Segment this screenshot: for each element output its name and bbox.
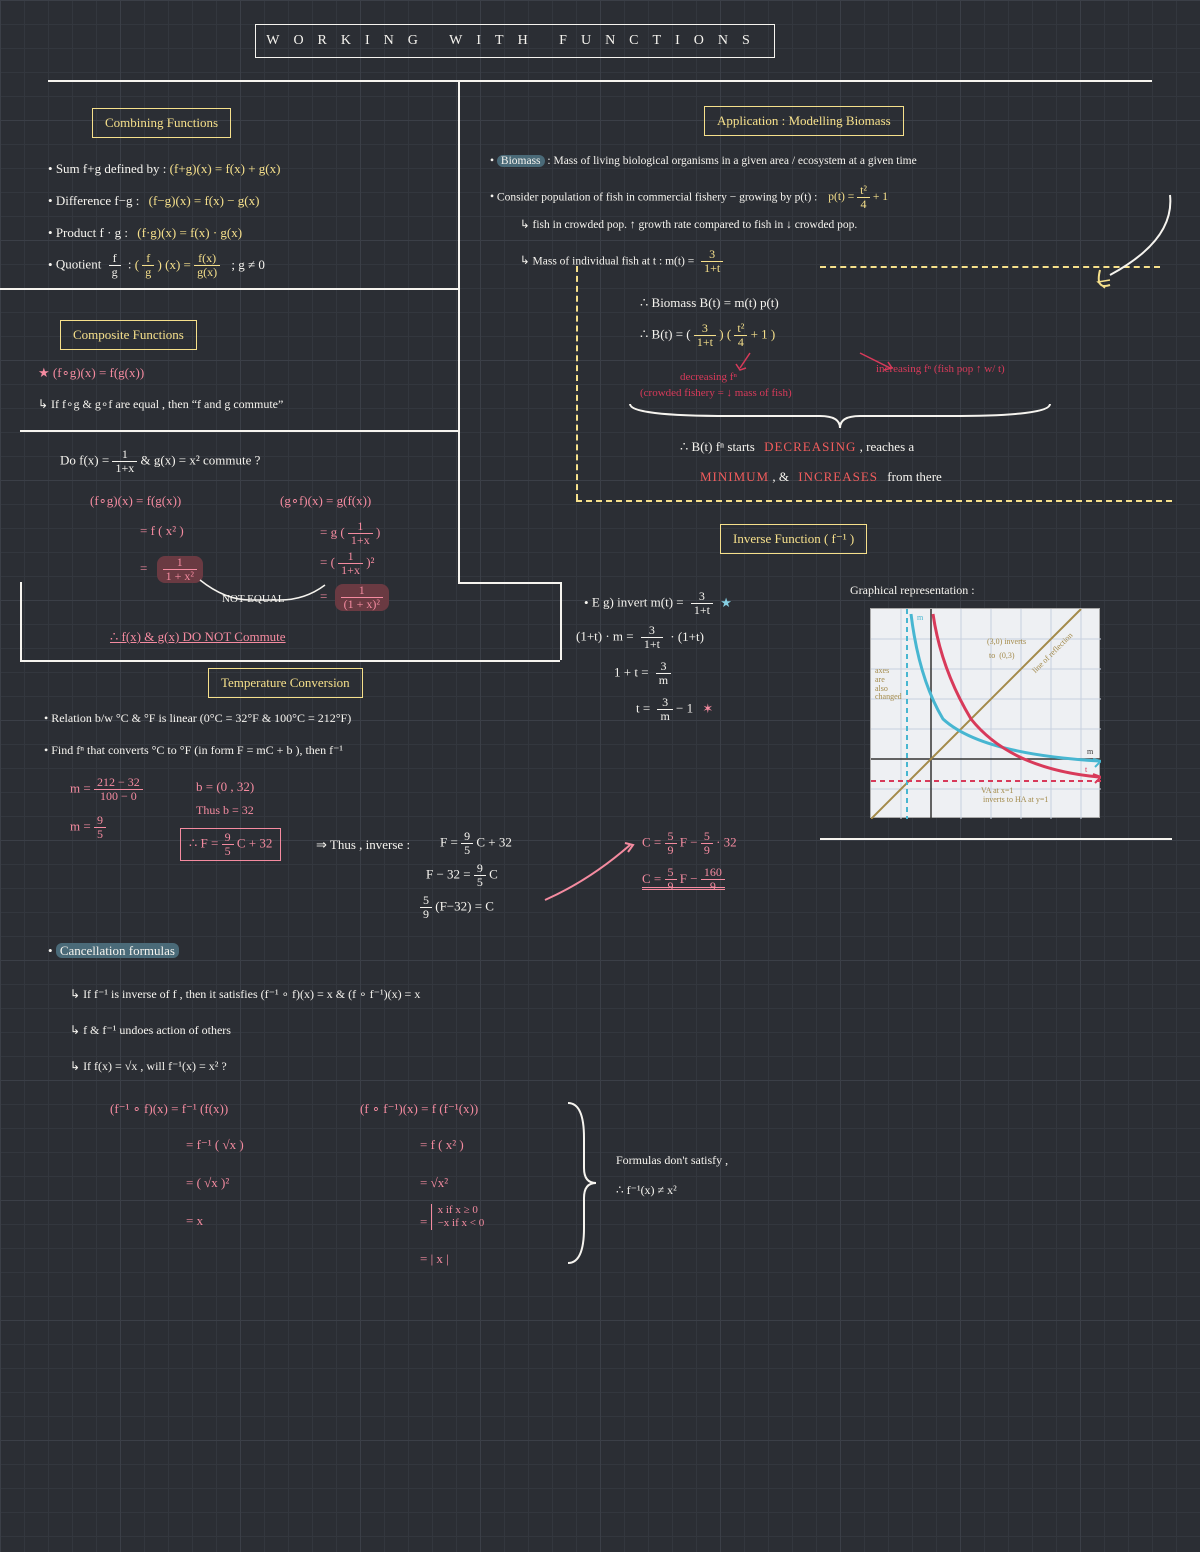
section-combining: Combining Functions xyxy=(92,108,231,138)
divider xyxy=(820,838,1172,840)
biomass-concl1: ∴ B(t) fⁿ starts DECREASING , reaches a xyxy=(680,436,914,458)
right-brace xyxy=(560,1098,600,1268)
cancel-note2: ∴ f⁻¹(x) ≠ x² xyxy=(616,1180,677,1200)
combining-diff: Difference f−g : (f−g)(x) = f(x) − g(x) xyxy=(48,190,259,212)
panel-line xyxy=(560,582,562,660)
step: = g ( 11+x ) xyxy=(320,520,380,547)
panel-line xyxy=(0,288,458,290)
gof: (g∘f)(x) = g(f(x)) xyxy=(280,490,371,512)
biomass-3: fish in crowded pop. ↑ growth rate compa… xyxy=(520,216,857,236)
cancel-s: = x xyxy=(186,1210,203,1232)
combining-sum: Sum f+g defined by : (f+g)(x) = f(x) + g… xyxy=(48,158,280,180)
panel-line xyxy=(20,430,458,432)
biomass-concl2: MINIMUM , & INCREASES from there xyxy=(700,466,942,488)
biomass-eq1: ∴ Biomass B(t) = m(t) p(t) xyxy=(640,292,779,314)
step: = ( 11+x )² xyxy=(320,550,374,577)
cancel-piecewise: = x if x ≥ 0 −x if x < 0 xyxy=(420,1204,484,1230)
section-inverse: Inverse Function ( f⁻¹ ) xyxy=(720,524,867,554)
cancel-l3: If f(x) = √x , will f⁻¹(x) = x² ? xyxy=(70,1056,227,1076)
cancel-l1: If f⁻¹ is inverse of f , then it satisfi… xyxy=(70,984,420,1004)
temp-b1: b = (0 , 32) xyxy=(196,776,254,798)
temp-m1: m = 212 − 32100 − 0 xyxy=(70,776,143,803)
inv-s2: 1 + t = 3m xyxy=(614,660,671,687)
step: = 1(1 + x)² xyxy=(320,584,389,611)
biomass-2: Consider population of fish in commercia… xyxy=(490,184,1190,211)
dash xyxy=(820,266,1160,268)
section-temperature: Temperature Conversion xyxy=(208,668,363,698)
temp-b2: Thus b = 32 xyxy=(196,800,254,820)
fog: (f∘g)(x) = f(g(x)) xyxy=(90,490,181,512)
temp-l2: Find fⁿ that converts °C to °F (in form … xyxy=(44,740,343,760)
cancel-c2: (f ∘ f⁻¹)(x) = f (f⁻¹(x)) xyxy=(360,1098,478,1120)
step: = f ( x² ) xyxy=(140,520,184,542)
swoop-arrow xyxy=(540,840,640,910)
cancel-s: = f⁻¹ ( √x ) xyxy=(186,1134,244,1156)
temp-inv1: F = 95 C + 32 xyxy=(440,830,512,857)
commute-conclusion: ∴ f(x) & g(x) DO NOT Commute xyxy=(110,626,286,648)
biomass-inc: increasing fⁿ (fish pop ↑ w/ t) xyxy=(876,360,1005,379)
cancel-s: = √x² xyxy=(420,1172,448,1194)
cancel-s: = | x | xyxy=(420,1248,449,1270)
temp-c2: C = 59 F − 1609 xyxy=(642,866,725,893)
section-biomass: Application : Modelling Biomass xyxy=(704,106,904,136)
biomass-dec2: (crowded fishery = ↓ mass of fish) xyxy=(640,384,792,403)
inv-s3: t = 3m − 1 ✶ xyxy=(636,696,713,723)
dash xyxy=(576,500,1172,502)
cancel-note1: Formulas don't satisfy , xyxy=(616,1150,728,1170)
panel-line xyxy=(20,582,22,660)
section-cancellation: • Cancellation formulas xyxy=(48,940,179,962)
biomass-4: Mass of individual fish at t : m(t) = 31… xyxy=(520,248,723,275)
composite-commute: ↳ If f∘g & g∘f are equal , then “f and g… xyxy=(38,394,283,414)
temp-thus: ⇒ Thus , inverse : xyxy=(316,834,410,856)
inverse-graph: axes are also changed m t (3,0) inverts … xyxy=(870,608,1100,818)
panel-line xyxy=(458,80,460,582)
step: = 11 + x² xyxy=(140,556,203,583)
brace xyxy=(620,400,1060,434)
graph-label: Graphical representation : xyxy=(850,580,975,600)
composite-def: ★ (f∘g)(x) = f(g(x)) xyxy=(38,362,144,384)
cancel-l2: f & f⁻¹ undoes action of others xyxy=(70,1020,231,1040)
temp-m2: m = 95 xyxy=(70,814,106,841)
cancel-s: = ( √x )² xyxy=(186,1172,229,1194)
temp-c1: C = 59 F − 59 · 32 xyxy=(642,830,737,857)
combining-quot: Quotient f g : ( f g ) (x) = f(x) g(x) ;… xyxy=(48,252,265,279)
temp-l1: Relation b/w °C & °F is linear (0°C = 32… xyxy=(44,708,351,728)
combining-prod: Product f · g : (f·g)(x) = f(x) · g(x) xyxy=(48,222,242,244)
cancel-c1: (f⁻¹ ∘ f)(x) = f⁻¹ (f(x)) xyxy=(110,1098,228,1120)
cancel-s: = f ( x² ) xyxy=(420,1134,464,1156)
panel-line xyxy=(20,660,560,662)
biomass-1: • Biomass : Mass of living biological or… xyxy=(490,152,1180,172)
temp-inv3: 59 (F−32) = C xyxy=(420,894,494,921)
divider xyxy=(48,80,1152,82)
inv-eg: E g) invert m(t) = 31+t ★ xyxy=(584,590,732,617)
commute-question: Do f(x) = 1 1+x & g(x) = x² commute ? xyxy=(60,448,260,475)
inv-s1: (1+t) · m = 31+t · (1+t) xyxy=(576,624,704,651)
page-title: WORKING WITH FUNCTIONS xyxy=(255,24,775,58)
section-composite: Composite Functions xyxy=(60,320,197,350)
biomass-eq2: ∴ B(t) = ( 31+t ) ( t²4 + 1 ) xyxy=(640,322,775,349)
panel-line xyxy=(458,582,562,584)
dash-v xyxy=(576,266,578,500)
temp-inv2: F − 32 = 95 C xyxy=(426,862,498,889)
not-equal: NOT EQUAL xyxy=(222,590,284,609)
temp-boxed: ∴ F = 95 C + 32 xyxy=(180,828,281,861)
